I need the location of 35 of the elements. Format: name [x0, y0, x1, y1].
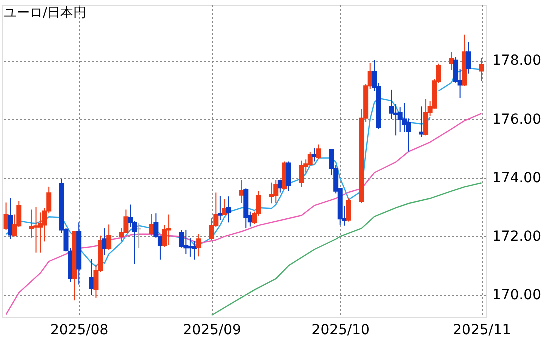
candlestick	[316, 144, 322, 160]
candlestick	[299, 160, 304, 188]
candlestick	[346, 198, 352, 222]
candlestick	[34, 206, 39, 254]
candlestick	[222, 199, 228, 216]
candlestick	[286, 161, 292, 192]
candlestick	[312, 148, 318, 162]
candlestick	[106, 224, 112, 251]
y-tick-label: 174.00	[492, 170, 542, 186]
candlestick	[274, 180, 279, 204]
x-tick-label: 2025/09	[183, 322, 242, 338]
y-tick-label: 178.00	[492, 53, 542, 70]
y-tick-label: 170.00	[492, 288, 542, 304]
line-series	[211, 182, 482, 316]
candlestick	[184, 230, 189, 255]
chart-title: ユーロ/日本円	[4, 6, 86, 21]
candlestick	[449, 52, 454, 71]
y-tick-label: 172.00	[492, 228, 542, 245]
x-tick-label: 2025/11	[453, 322, 512, 338]
x-tick-label: 2025/10	[312, 322, 370, 338]
candlestick	[192, 240, 198, 260]
y-tick-label: 176.00	[492, 112, 542, 128]
candlestick	[466, 42, 472, 74]
candlestick	[269, 182, 274, 204]
candlestick	[166, 214, 172, 246]
candlestick	[8, 198, 14, 240]
candlestick	[226, 196, 232, 224]
candlestick	[424, 98, 429, 136]
candlestick	[398, 107, 403, 133]
line-series	[6, 113, 482, 316]
candlestick	[196, 234, 202, 258]
candlestick	[218, 196, 223, 221]
candlestick	[188, 238, 193, 258]
candlestick	[479, 58, 484, 82]
x-tick-label: 2025/08	[50, 322, 109, 338]
